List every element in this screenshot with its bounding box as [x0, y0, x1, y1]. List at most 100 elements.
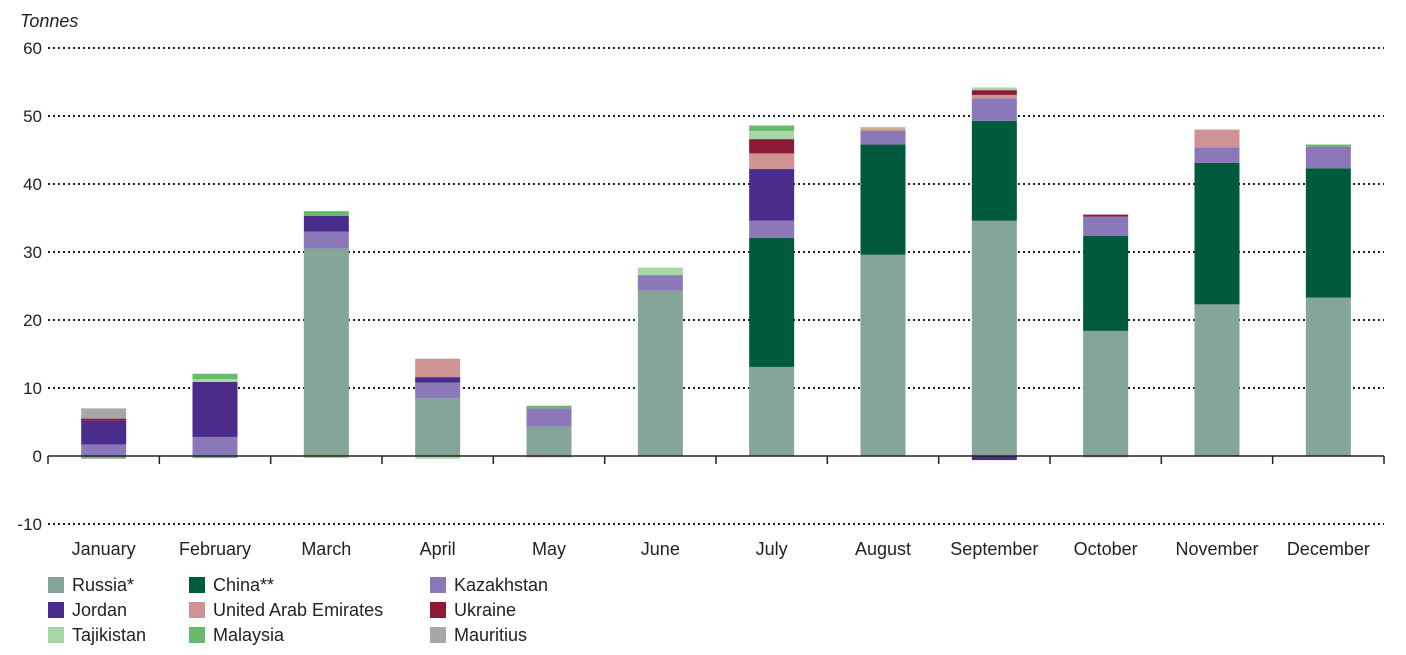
- legend-item: Ukraine: [430, 599, 516, 621]
- bar-segment: [860, 126, 906, 129]
- y-tick-label: 60: [23, 39, 42, 58]
- legend-label: Kazakhstan: [454, 574, 549, 595]
- x-tick-label: May: [532, 539, 566, 559]
- x-tick-label: March: [301, 539, 351, 559]
- legend-item: Russia*: [48, 574, 134, 596]
- bar-segment: [303, 211, 349, 216]
- legend: Russia* China** Kazakhstan Jordan United Ara…: [48, 574, 648, 650]
- bar-segment: [749, 139, 795, 154]
- bar-segment: [1194, 304, 1240, 456]
- bar-segment: [192, 381, 238, 437]
- y-tick-label: 40: [23, 175, 42, 194]
- legend-label: Tajikistan: [72, 624, 147, 645]
- y-axis-label: Tonnes: [20, 11, 78, 31]
- bar-segment: [526, 426, 572, 456]
- x-tick-label: November: [1175, 539, 1258, 559]
- y-tick-labels: -10 0 10 20 30 40 50 60: [17, 39, 42, 534]
- x-tick-labels: January February March April May June July Augu…: [72, 539, 1370, 559]
- bar-segment: [1305, 297, 1351, 456]
- bar-segment: [415, 377, 461, 383]
- legend-swatch: [189, 577, 205, 593]
- bar-segment: [749, 130, 795, 140]
- bar-segment: [192, 379, 238, 382]
- legend-swatch: [430, 627, 446, 643]
- legend-label: Russia*: [72, 574, 135, 595]
- bar-segment: [860, 254, 906, 456]
- legend-swatch: [189, 602, 205, 618]
- bar-segment: [1083, 216, 1129, 236]
- bar-segment: [1194, 147, 1240, 163]
- bar-segment: [749, 366, 795, 456]
- bar-segment: [749, 169, 795, 221]
- bar-segment: [81, 420, 127, 445]
- legend-item: United Arab Emirates: [189, 599, 383, 621]
- legend-item: Kazakhstan: [430, 574, 548, 596]
- legend-swatch: [189, 627, 205, 643]
- x-tick-label: August: [855, 539, 911, 559]
- bar-segment: [971, 120, 1017, 221]
- bar-segment: [1194, 129, 1240, 148]
- y-tick-label: 30: [23, 243, 42, 262]
- bar-segment: [303, 231, 349, 249]
- x-tick-label: February: [179, 539, 251, 559]
- y-tick-label: 50: [23, 107, 42, 126]
- bar-segment: [415, 358, 461, 378]
- bar-segment: [749, 237, 795, 367]
- bar-segment: [415, 382, 461, 399]
- bar-segment: [1194, 162, 1240, 305]
- bar-segment: [192, 456, 238, 459]
- bar-segment: [860, 130, 906, 145]
- y-tick-label: -10: [17, 515, 42, 534]
- legend-label: United Arab Emirates: [213, 599, 384, 620]
- bar-segment: [749, 153, 795, 170]
- bar-segment: [526, 405, 572, 409]
- legend-item: Mauritius: [430, 624, 527, 646]
- legend-label: China**: [213, 574, 275, 595]
- bar-segment: [526, 408, 572, 427]
- x-tick-label: June: [641, 539, 680, 559]
- legend-label: Malaysia: [213, 624, 285, 645]
- legend-item: Jordan: [48, 599, 127, 621]
- y-tick-label: 10: [23, 379, 42, 398]
- legend-label: Jordan: [72, 599, 128, 620]
- legend-item: Malaysia: [189, 624, 284, 646]
- bar-segment: [415, 398, 461, 456]
- bar-segment: [81, 444, 127, 456]
- bar-segment: [971, 87, 1017, 91]
- bar-segment: [749, 220, 795, 238]
- gridlines: [48, 47, 1384, 525]
- bar-segment: [1083, 330, 1129, 456]
- bar-segment: [749, 125, 795, 131]
- bar-segment: [971, 220, 1017, 456]
- bar-segment: [303, 456, 349, 459]
- x-tick-label: January: [72, 539, 136, 559]
- bar-segment: [971, 94, 1017, 99]
- x-axis: [47, 455, 1385, 464]
- bar-segment: [1083, 235, 1129, 331]
- bar-segment: [81, 408, 127, 419]
- bar-segment: [971, 98, 1017, 121]
- bar-segment: [415, 456, 461, 459]
- bar-segment: [192, 373, 238, 380]
- bar-segment: [1305, 168, 1351, 298]
- bars: [81, 87, 1351, 461]
- bar-segment: [303, 215, 349, 232]
- bar-segment: [860, 128, 906, 131]
- legend-item: Tajikistan: [48, 624, 146, 646]
- bar-segment: [303, 248, 349, 456]
- x-tick-label: October: [1074, 539, 1138, 559]
- x-tick-label: September: [950, 539, 1038, 559]
- x-tick-label: December: [1287, 539, 1370, 559]
- legend-label: Ukraine: [454, 599, 517, 620]
- y-tick-label: 20: [23, 311, 42, 330]
- legend-swatch: [430, 577, 446, 593]
- x-tick-label: July: [756, 539, 788, 559]
- bar-segment: [81, 456, 127, 459]
- bar-segment: [971, 456, 1017, 461]
- stacked-bar-chart: Tonnes -10 0 10 20 30 40 50 60 January February M…: [17, 11, 1385, 559]
- bar-segment: [637, 290, 683, 456]
- bar-segment: [81, 418, 127, 421]
- bar-segment: [192, 436, 238, 456]
- bar-segment: [637, 267, 683, 276]
- x-tick-label: April: [420, 539, 456, 559]
